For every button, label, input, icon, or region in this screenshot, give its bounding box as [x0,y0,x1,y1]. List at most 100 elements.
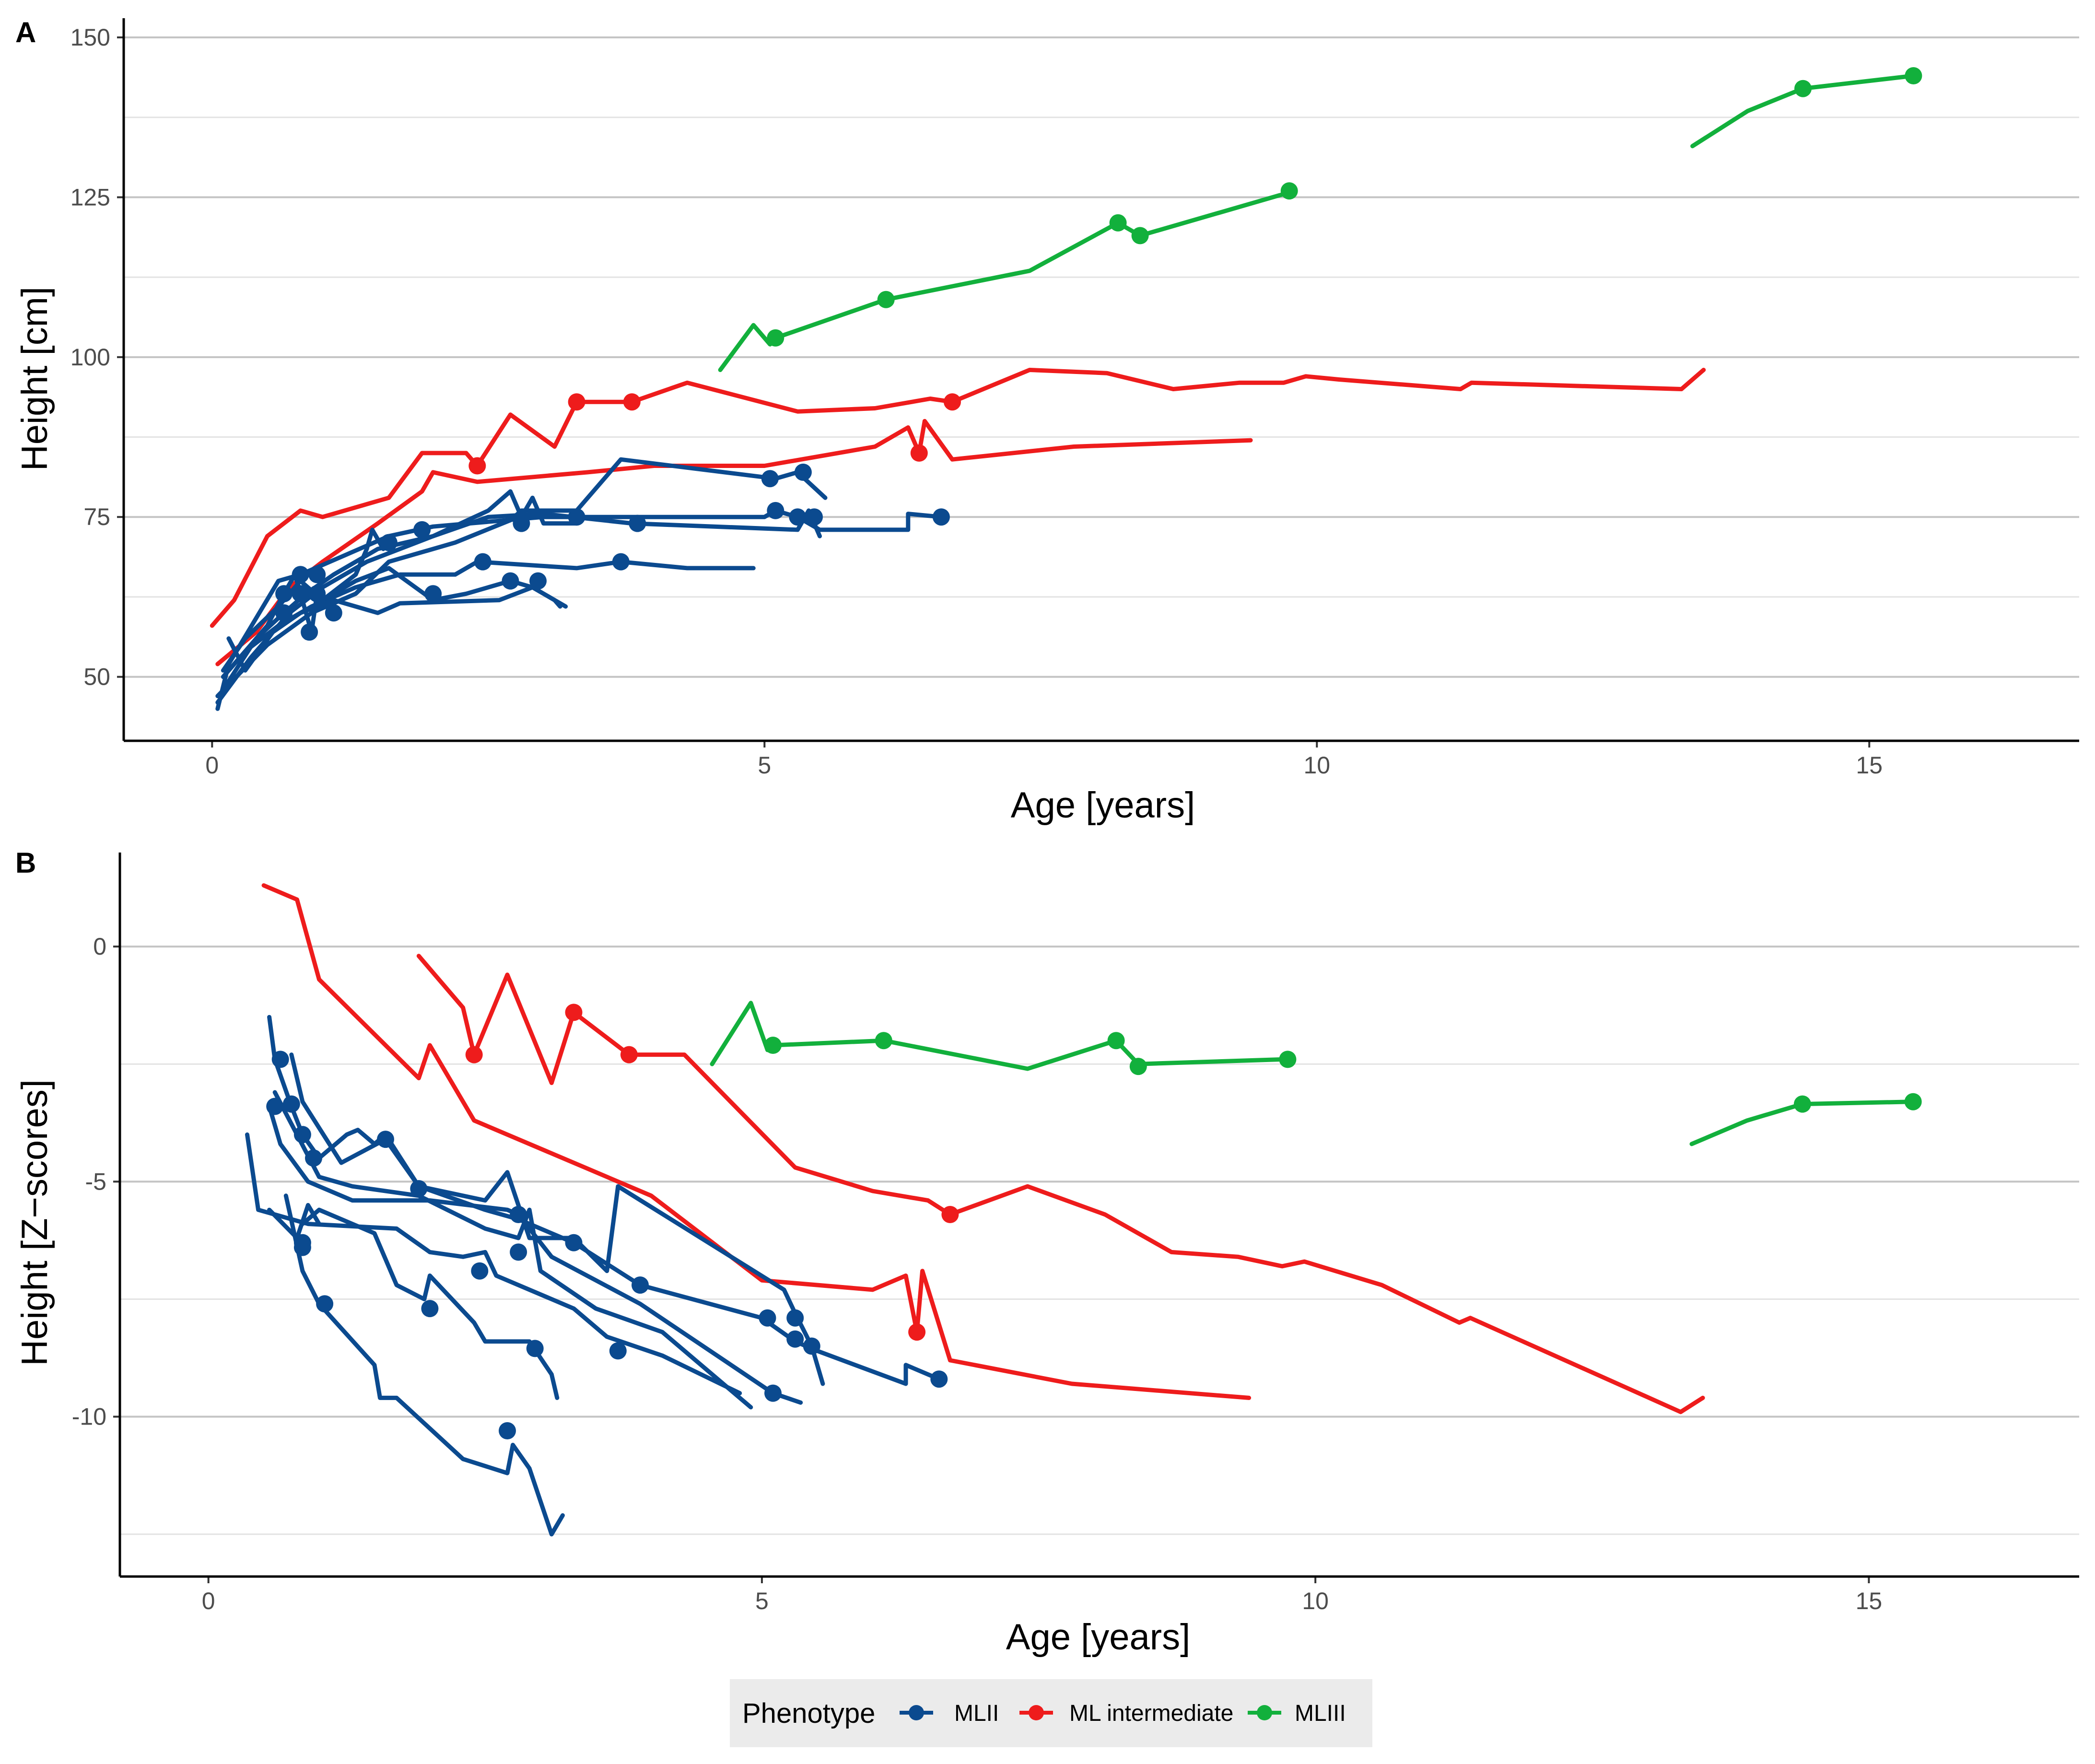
data-point-mlii [767,502,784,519]
data-point-ml-intermediate [568,393,585,411]
panel-b-series-mliii-1 [1689,1093,1922,1146]
data-point-mlii [502,572,519,590]
panel-a-series [210,67,1922,711]
panel-a-y-tick-label: 150 [70,24,110,51]
series-line-ml-intermediate [261,883,1252,1400]
panel-b-series-mlii-8 [245,1132,742,1396]
data-point-mlii [474,553,492,571]
data-point-ml-intermediate [908,1323,926,1341]
legend-key-dot-mliii [1257,1705,1272,1720]
series-line-mliii [1690,73,1916,149]
data-point-mlii [529,572,547,590]
data-point-mlii [764,1384,782,1402]
panel-a-ticks: 50 75 100 125 150 0 5 10 15 [70,24,1883,779]
series-line-mliii [718,188,1292,372]
panel-a-series-mlii-11 [221,527,386,679]
data-point-mlii [526,1340,544,1357]
data-point-mlii [794,463,812,481]
data-point-mlii [565,1234,583,1251]
legend-label-ml-intermediate: ML intermediate [1069,1701,1233,1726]
data-point-mliii [1131,227,1149,245]
series-line-mlii [267,1203,321,1240]
panel-b-series-ml-intermediate-3 [416,954,1705,1414]
data-point-mliii [875,1032,892,1050]
data-point-ml-intermediate [944,393,961,411]
data-point-mliii [877,291,895,308]
data-point-mlii [632,1276,649,1294]
data-point-mlii [761,470,779,488]
legend-label-mliii: MLIII [1295,1701,1346,1726]
data-point-ml-intermediate [910,444,928,462]
data-point-mliii [1904,1093,1922,1110]
data-point-mliii [1129,1058,1147,1075]
data-point-mlii [510,1206,527,1223]
series-line-mlii [215,508,944,711]
series-line-ml-intermediate [210,368,1706,628]
series-line-mliii [710,1001,1290,1071]
data-point-mlii [930,1370,948,1388]
data-point-mliii [764,1037,782,1054]
data-point-mlii [806,508,823,526]
panel-a-height-cm: 50 75 100 125 150 0 5 10 15 A Age [years] Height… [14,16,2079,826]
data-point-mlii [305,1149,322,1167]
data-point-ml-intermediate [620,1046,638,1063]
data-point-mliii [1905,67,1922,84]
panel-b-series-mlii-5 [282,1052,825,1386]
data-point-mliii [1280,182,1298,200]
data-point-mlii [510,1243,527,1261]
panel-b-ticks: -10 -5 0 0 5 10 15 [72,933,1882,1614]
panel-b-height-zscore: -10 -5 0 0 5 10 15 B Age [years] Height [Z−sco… [14,847,2079,1658]
panel-b-gridlines [120,946,2079,1535]
data-point-mlii [759,1309,776,1327]
data-point-mlii [275,604,293,622]
data-point-mlii [292,566,309,584]
panel-a-x-tick-label: 15 [1856,752,1883,779]
data-point-mliii [1794,80,1812,97]
data-point-mliii [1793,1095,1811,1113]
data-point-mlii [513,514,530,532]
panel-b-y-tick-label: -5 [85,1168,106,1195]
panel-a-x-tick-label: 10 [1303,752,1330,779]
data-point-mlii [316,1295,334,1313]
legend: Phenotype MLII ML intermediate MLIII [730,1679,1372,1747]
data-point-mlii [932,508,950,526]
data-point-mlii [266,1098,284,1115]
panel-a-y-tick-label: 75 [83,503,110,530]
data-point-ml-intermediate [565,1004,583,1021]
panel-a-x-tick-label: 0 [205,752,219,779]
legend-label-mlii: MLII [954,1701,999,1726]
panel-a-series-mliii-1 [1690,67,1922,149]
legend-key-dot-mlii [909,1705,924,1720]
data-point-ml-intermediate [468,457,486,475]
panel-a-series-ml-intermediate-3 [210,368,1706,628]
data-point-mlii [803,1337,820,1355]
data-point-ml-intermediate [941,1206,959,1223]
panel-a-series-mlii-6 [215,457,828,699]
data-point-mlii [293,1238,311,1256]
panel-a-series-mliii-0 [718,182,1298,372]
series-line-mlii [245,1132,742,1396]
data-point-mliii [1279,1051,1297,1068]
panel-b-series [245,883,1922,1537]
data-point-mlii [471,1262,489,1280]
legend-title: Phenotype [742,1698,875,1729]
panel-a-x-axis-title: Age [years] [1011,785,1195,826]
panel-a-y-tick-label: 50 [83,664,110,690]
data-point-mlii [499,1422,516,1439]
panel-a-series-mlii-10 [226,585,568,673]
data-point-mlii [301,623,318,641]
series-line-mlii [226,585,568,673]
data-point-mlii [271,1051,289,1068]
panel-a-letter: A [15,16,36,48]
data-point-mlii [325,604,342,622]
panel-b-x-axis-title: Age [years] [1006,1617,1190,1658]
panel-b-x-tick-label: 10 [1302,1588,1329,1614]
data-point-mliii [1109,214,1127,232]
panel-b-series-mliii-0 [710,1001,1297,1075]
series-line-mlii [267,1104,803,1405]
data-point-mlii [308,585,326,603]
data-point-mlii [786,1330,804,1348]
data-point-mlii [282,1095,300,1113]
